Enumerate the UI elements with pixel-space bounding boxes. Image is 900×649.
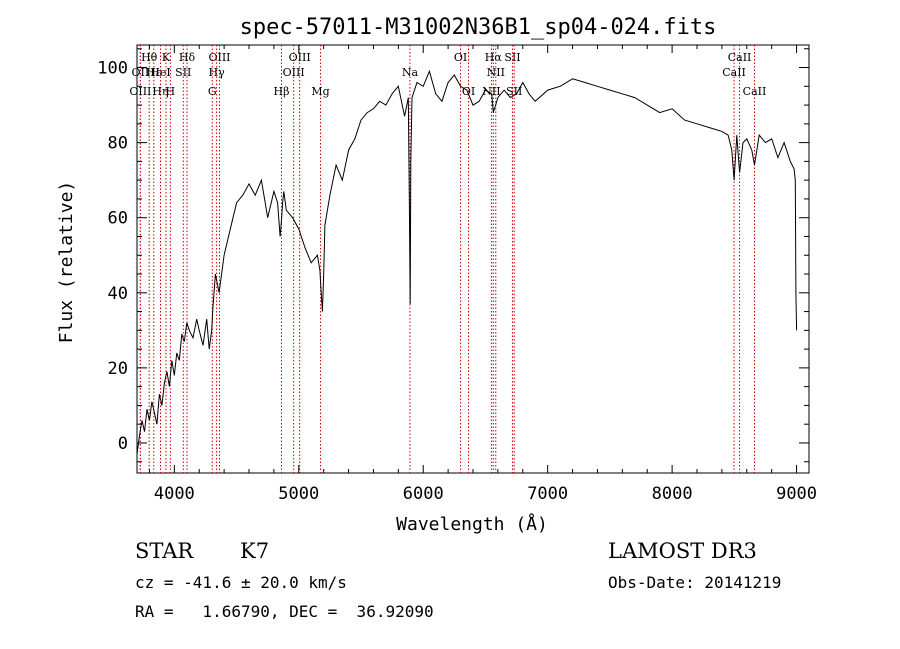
x-tick-label-0: 4000 <box>154 484 195 504</box>
line-label-25: CaII <box>728 51 752 64</box>
redshift-readout: cz = -41.6 ± 20.0 km/s <box>135 573 347 592</box>
line-label-18: OI <box>454 51 467 64</box>
line-label-19: OI <box>462 85 475 98</box>
line-label-3: Hε <box>146 66 162 79</box>
line-label-20: Hα <box>485 51 503 64</box>
line-label-22: NII <box>487 66 505 79</box>
line-label-2: OIII <box>129 85 151 98</box>
spectrum-series <box>136 69 798 455</box>
line-label-9: SII <box>175 66 191 79</box>
line-label-4: Hη <box>152 85 168 98</box>
line-label-11: Hγ <box>209 66 226 79</box>
x-tick-label-3: 7000 <box>527 484 568 504</box>
line-label-17: Na <box>402 66 419 79</box>
line-label-23: NII <box>482 85 500 98</box>
line-label-14: OIII <box>289 51 311 64</box>
object-class: STAR <box>135 539 194 563</box>
line-label-15: OIII <box>283 66 305 79</box>
subclass: K7 <box>240 539 270 563</box>
line-label-12: G <box>208 85 217 98</box>
y-tick-label-5: 100 <box>97 59 128 79</box>
survey-name: LAMOST DR3 <box>608 539 757 563</box>
x-tick-label-1: 5000 <box>278 484 319 504</box>
obs-date: Obs-Date: 20141219 <box>608 573 782 592</box>
line-label-16: Mg <box>311 85 329 98</box>
line-label-10: OIII <box>208 51 230 64</box>
x-axis-label: Wavelength (Å) <box>396 513 548 535</box>
coordinates: RA = 1.66790, DEC = 36.92090 <box>135 602 434 621</box>
line-label-21: SII <box>504 51 520 64</box>
line-label-13: Hβ <box>274 85 290 98</box>
line-label-27: CaII <box>743 85 767 98</box>
axes: 4000 5000 6000 7000 8000 9000 0 20 40 60 80 100 <box>97 45 817 504</box>
y-tick-label-3: 60 <box>108 209 128 229</box>
y-axis-label: Flux (relative) <box>56 181 77 344</box>
y-tick-label-4: 80 <box>108 134 128 154</box>
line-label-5: K <box>162 51 171 64</box>
x-tick-label-4: 8000 <box>652 484 693 504</box>
line-markers <box>139 45 755 473</box>
x-tick-label-5: 9000 <box>776 484 817 504</box>
line-label-26: CaII <box>722 66 746 79</box>
line-label-24: SII <box>506 85 522 98</box>
line-label-0: Hθ <box>141 51 158 64</box>
line-labels: Hθ OII OIII Hε Hη K HeI H Hδ SII OIII Hγ G Hβ OIII OIII… <box>129 51 766 98</box>
line-label-6: HeI <box>150 66 170 79</box>
chart-title: spec-57011-M31002N36B1_sp04-024.fits <box>240 15 717 40</box>
y-tick-label-1: 20 <box>108 359 128 379</box>
line-label-1: OII <box>132 66 150 79</box>
line-label-7: H <box>166 85 176 98</box>
y-tick-label-0: 0 <box>118 434 128 454</box>
y-tick-label-2: 40 <box>108 284 128 304</box>
line-label-8: Hδ <box>179 51 196 64</box>
plot-frame <box>136 44 810 474</box>
x-tick-label-2: 6000 <box>403 484 444 504</box>
